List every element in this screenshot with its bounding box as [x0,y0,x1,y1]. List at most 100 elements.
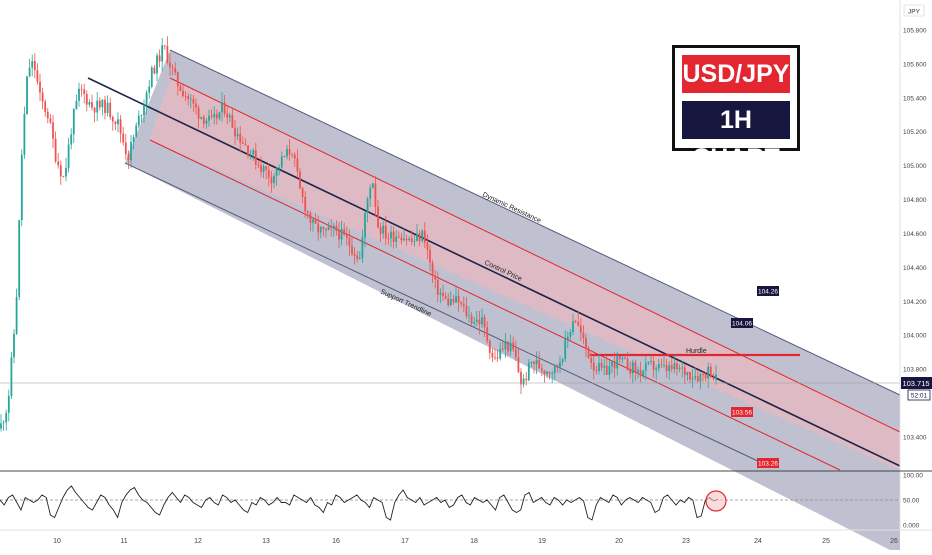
candle-body [231,115,234,128]
candle-body [254,150,257,165]
time-tick-label: 20 [615,538,623,545]
candle-body [348,237,351,246]
candle-body [257,164,260,166]
candle-body [98,100,101,108]
candle-body [434,276,437,280]
candle-body [673,363,676,370]
candle-body [712,377,715,379]
candle-body [522,378,525,385]
candle-body [678,368,681,370]
candlestick-series [0,36,717,432]
candle-body [587,348,590,358]
candle-body [361,237,364,259]
candle-body [49,118,52,123]
oscillator-line [0,485,719,521]
candle-body [605,365,608,375]
candle-body [205,120,208,124]
candle-body [101,99,104,108]
candle-body [221,102,223,112]
candle-body [322,227,325,229]
candle-body [582,332,585,338]
candle-body [161,45,164,62]
price-tick-label: 105.400 [903,95,927,102]
candle-body [226,113,229,118]
candle-body [392,231,395,242]
tag-outer-lower-label: 103.26 [758,461,778,468]
candle-body [317,223,320,233]
currency-label-text: JPY [908,9,921,16]
time-tick-label: 10 [53,538,61,545]
candle-body [514,349,517,358]
price-tick-label: 104.400 [903,265,927,272]
candle-body [538,359,541,369]
candle-body [124,142,127,155]
candle-body [639,369,642,377]
price-tick-label: 105.000 [903,163,927,170]
candle-body [85,94,88,105]
candle-body [338,231,340,240]
price-tick-label: 103.400 [903,435,927,442]
time-tick-label: 12 [194,538,202,545]
candle-body [299,171,301,189]
candle-body [314,219,317,224]
candle-body [265,166,268,170]
candle-body [650,361,652,362]
candle-body [455,296,457,303]
candle-body [613,361,616,369]
candle-body [408,238,411,241]
candle-body [156,55,158,74]
candle-body [179,85,182,91]
candle-body [405,238,408,241]
candle-body [644,363,647,371]
time-axis[interactable]: 10 11 12 13 16 17 18 19 20 23 24 25 26 [53,538,898,545]
candle-body [663,364,665,366]
candle-body [525,378,528,381]
candle-body [288,149,291,155]
candle-body [585,338,587,348]
candle-body [0,423,2,429]
candle-body [83,89,86,94]
candle-body [189,98,192,100]
time-tick-label: 13 [262,538,270,545]
candle-body [668,365,671,371]
candle-body [330,226,333,228]
time-tick-label: 11 [120,538,127,545]
candle-body [135,125,138,137]
candle-body [280,156,283,168]
price-scale-bg [900,0,932,550]
candle-body [382,225,385,234]
candle-body [676,363,678,370]
candle-body [473,321,476,324]
candle-body [10,357,13,396]
candle-body [140,115,143,116]
candle-body [145,92,148,105]
candle-body [556,365,559,368]
price-axis[interactable]: 105.800 105.600 105.400 105.200 105.000 104.8… [903,28,927,442]
candle-body [301,188,304,197]
candle-body [244,143,247,146]
candle-body [691,378,694,380]
candle-body [384,225,387,239]
time-tick-label: 16 [332,538,340,545]
candle-body [618,355,621,360]
candle-body [192,98,195,104]
candle-body [465,305,468,317]
candle-body [543,370,546,374]
candle-body [642,370,645,377]
candle-body [291,154,294,156]
candle-body [80,88,83,90]
candle-body [2,422,5,424]
candle-body [447,298,450,306]
candle-body [88,102,91,105]
candle-body [249,154,252,156]
candle-body [41,92,44,102]
candle-body [132,137,135,143]
candle-body [340,229,343,240]
candle-body [278,167,281,169]
candle-body [452,299,455,303]
candle-body [57,161,60,166]
candle-body [652,361,655,370]
support-trendline [124,162,763,464]
price-tick-label: 105.200 [903,129,927,136]
